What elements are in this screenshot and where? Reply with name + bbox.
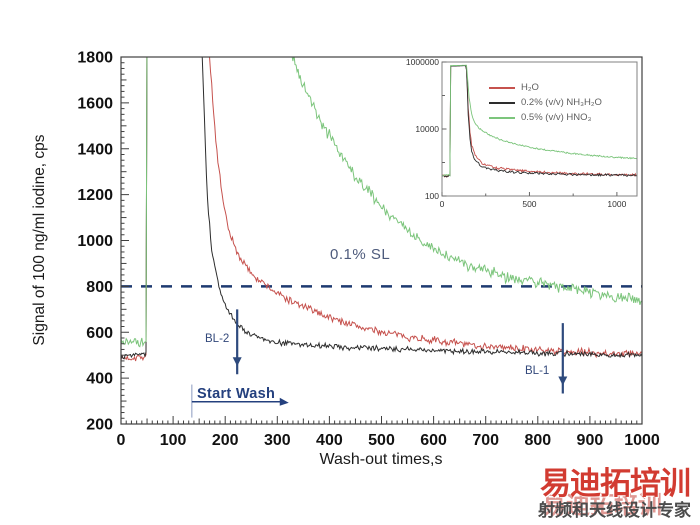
y-axis-title: Signal of 100 ng/ml iodine, cps [31,134,48,346]
inset-axis-ticks [441,61,618,197]
start-wash-marker [191,384,289,418]
x-tick-label: 600 [420,432,447,449]
x-tick-label: 200 [212,432,239,449]
y-tick-label: 1000 [77,233,113,250]
x-tick-label: 0 [117,432,126,449]
annotation-start-wash: Start Wash [197,386,276,402]
x-tick-label: 100 [160,432,187,449]
y-tick-label: 1800 [77,50,113,67]
watermark: 易迪拓培训 易迪拓培训 射频和天线设计专家 [538,458,700,524]
inset-legend: H₂O 0.2% (v/v) NH₃H₂O 0.5% (v/v) HNO₃ [489,80,602,125]
series-0-5-v-v-hno3 [121,57,642,348]
inset-y-tick-label: 100 [425,191,439,201]
y-tick-label: 800 [86,279,113,296]
inset-y-tick-label: 10000 [415,124,439,134]
inset-series-0-2-v-v-nh3h2o [442,65,637,178]
legend-label-hno3: 0.5% (v/v) HNO₃ [521,112,592,123]
main-axis-ticks [120,56,643,425]
inset-x-tick-label: 0 [440,199,445,209]
arrow-bl-2 [232,309,242,375]
y-tick-label: 1400 [77,141,113,158]
watermark-subtitle: 射频和天线设计专家 [538,501,691,520]
legend-label-nh3h2o: 0.2% (v/v) NH₃H₂O [521,97,602,108]
x-tick-label: 800 [524,432,551,449]
series-h2o [121,57,642,362]
y-tick-label: 200 [86,417,113,434]
legend-item-h2o: H₂O [489,80,602,95]
inset-x-tick-label: 500 [522,199,536,209]
x-tick-label: 700 [472,432,499,449]
legend-swatch-h2o [489,86,515,89]
legend-item-hno3: 0.5% (v/v) HNO₃ [489,110,602,125]
y-tick-label: 1600 [77,95,113,112]
y-tick-label: 600 [86,325,113,342]
main-series-group [121,57,642,362]
x-tick-label: 500 [368,432,395,449]
x-tick-label: 300 [264,432,291,449]
watermark-ghost-text: 易迪拓培训 [542,492,662,519]
legend-item-nh3h2o: 0.2% (v/v) NH₃H₂O [489,95,602,110]
y-tick-label: 1200 [77,187,113,204]
x-tick-label: 400 [316,432,343,449]
x-axis-title: Wash-out times,s [319,451,443,468]
x-tick-label: 1000 [624,432,660,449]
inset-x-tick-label: 1000 [607,199,626,209]
legend-label-h2o: H₂O [521,82,539,93]
reference-line-label: 0.1% SL [330,246,391,263]
inset-background [438,58,641,200]
annotation-bl2: BL-2 [205,333,230,345]
legend-swatch-nh3h2o [489,101,515,104]
annotation-bl1: BL-1 [525,365,550,377]
inset-y-tick-label: 1000000 [406,57,439,67]
arrow-bl-1 [558,323,568,394]
inset-series-group [442,64,637,178]
inset-series-0-5-v-v-hno3 [442,64,637,177]
watermark-title: 易迪拓培训 [540,466,691,501]
series-0-2-v-v-nh3h2o [121,57,642,360]
legend-swatch-hno3 [489,116,515,119]
x-tick-label: 900 [577,432,604,449]
y-tick-label: 400 [86,371,113,388]
